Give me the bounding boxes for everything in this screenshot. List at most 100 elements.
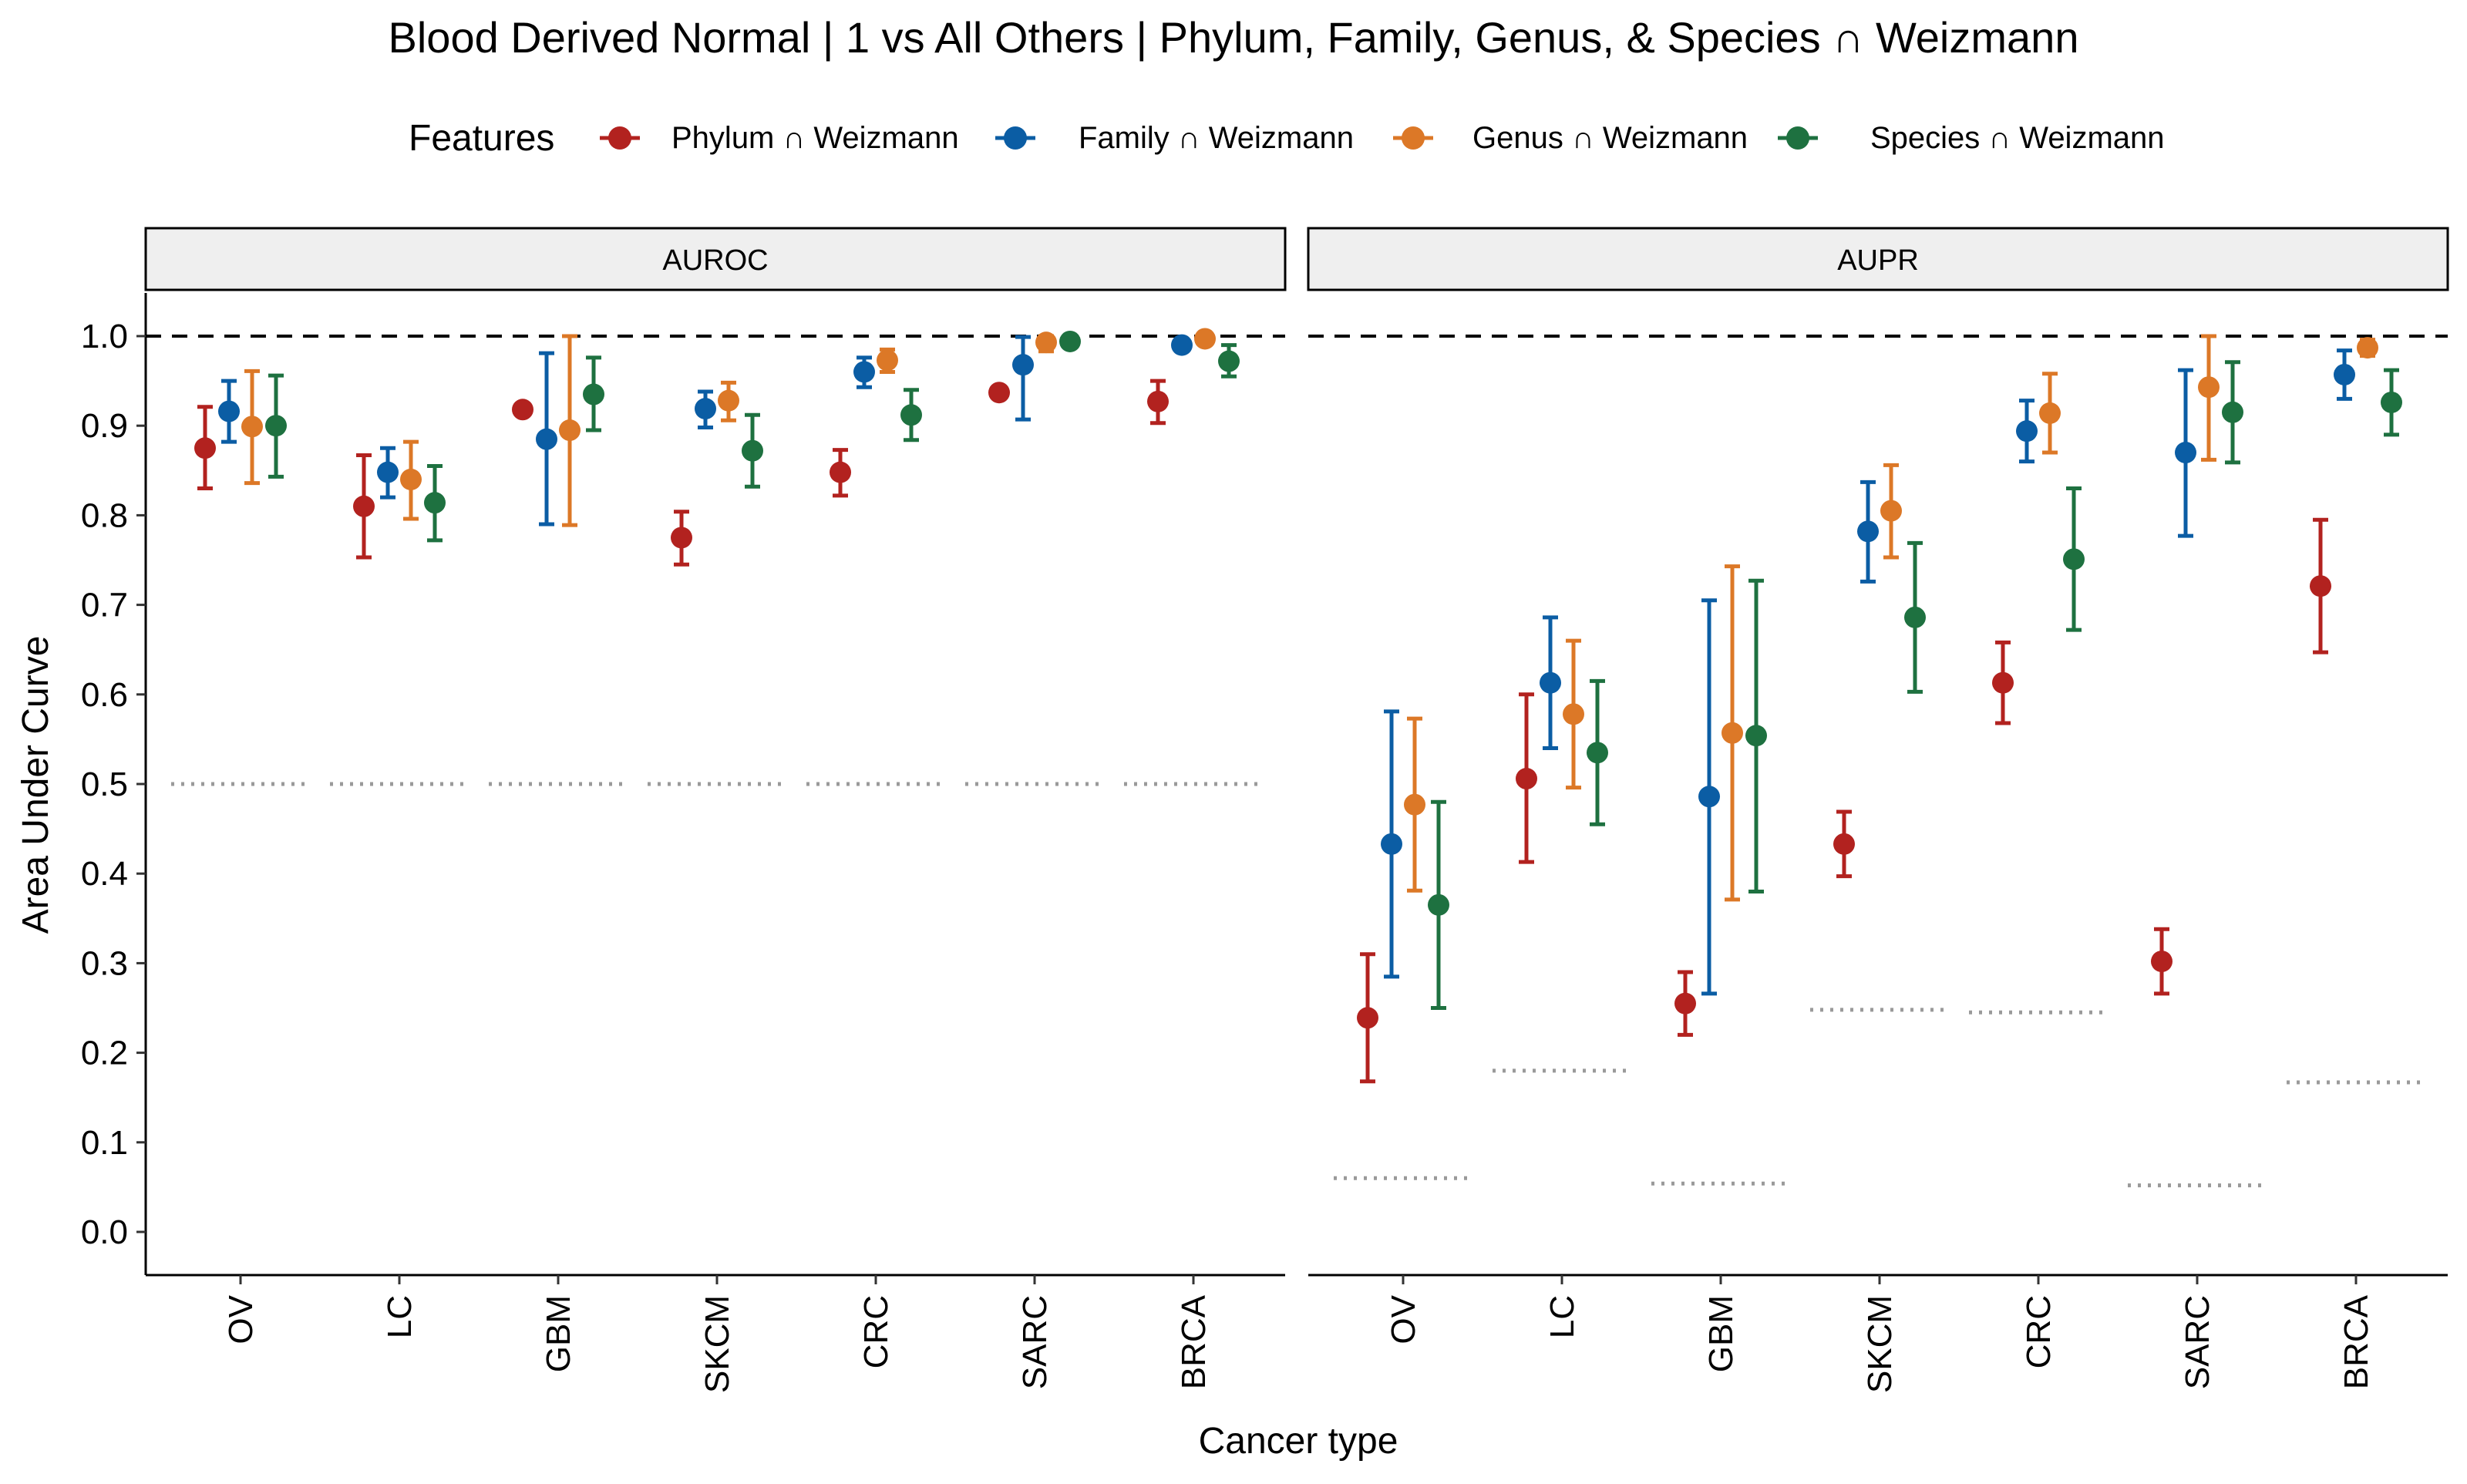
point-aupr-brca-phylum	[2310, 575, 2331, 597]
point-aupr-gbm-species	[1745, 725, 1767, 747]
point-auroc-ov-family	[218, 400, 240, 422]
point-aupr-crc-family	[2016, 420, 2038, 443]
legend-key-point-family	[1004, 126, 1027, 150]
legend-label-genus: Genus ∩ Weizmann	[1472, 121, 1748, 155]
point-auroc-ov-genus	[241, 416, 263, 438]
legend-item-species: Species ∩ Weizmann	[1778, 121, 2165, 155]
y-tick-label-0-1: 0.1	[81, 1124, 128, 1162]
point-aupr-gbm-genus	[1722, 722, 1743, 744]
point-auroc-brca-phylum	[1147, 390, 1169, 412]
point-auroc-gbm-family	[536, 428, 557, 450]
point-aupr-crc-phylum	[1992, 671, 2014, 694]
point-auroc-lc-species	[424, 492, 446, 514]
point-auroc-sarc-family	[1012, 354, 1034, 376]
x-tick-label-auroc-crc: CRC	[857, 1295, 895, 1368]
point-aupr-crc-genus	[2039, 402, 2061, 424]
strip-aupr	[1307, 227, 2449, 291]
point-aupr-sarc-genus	[2198, 376, 2220, 399]
point-auroc-gbm-species	[583, 383, 604, 405]
point-aupr-gbm-phylum	[1674, 992, 1696, 1015]
point-auroc-crc-genus	[877, 349, 898, 372]
y-tick-label-0-5: 0.5	[81, 766, 128, 803]
y-tick-label-0-2: 0.2	[81, 1035, 128, 1072]
point-aupr-sarc-species	[2222, 401, 2243, 423]
x-tick-label-auroc-lc: LC	[381, 1295, 419, 1338]
point-aupr-ov-phylum	[1357, 1007, 1378, 1029]
point-auroc-sarc-genus	[1035, 331, 1057, 354]
point-auroc-gbm-genus	[559, 419, 581, 442]
point-aupr-lc-genus	[1563, 703, 1584, 725]
point-auroc-skcm-genus	[718, 389, 739, 412]
y-tick-label-0-3: 0.3	[81, 944, 128, 982]
y-tick-label-0-0: 0.0	[81, 1213, 128, 1251]
point-aupr-skcm-species	[1904, 606, 1926, 628]
y-tick-label-0-4: 0.4	[81, 855, 128, 893]
point-auroc-brca-family	[1171, 334, 1193, 356]
point-auroc-sarc-phylum	[988, 382, 1010, 404]
point-aupr-lc-phylum	[1516, 768, 1537, 790]
legend-title: Features	[409, 118, 554, 159]
legend-label-species: Species ∩ Weizmann	[1870, 121, 2165, 155]
point-auroc-lc-phylum	[353, 495, 375, 517]
point-auroc-crc-phylum	[830, 461, 851, 483]
y-tick-label-0-6: 0.6	[81, 676, 128, 714]
point-auroc-skcm-species	[742, 439, 763, 462]
point-aupr-ov-genus	[1404, 793, 1425, 816]
y-tick-label-0-7: 0.7	[81, 587, 128, 624]
y-axis-title: Area Under Curve	[15, 636, 56, 934]
point-auroc-lc-family	[377, 461, 399, 483]
point-aupr-lc-species	[1587, 742, 1608, 764]
y-tick-label-0-9: 0.9	[81, 407, 128, 445]
point-auroc-skcm-phylum	[671, 527, 692, 549]
point-auroc-skcm-family	[695, 398, 716, 420]
legend-label-phylum: Phylum ∩ Weizmann	[671, 121, 959, 155]
point-auroc-ov-species	[265, 415, 287, 437]
point-auroc-lc-genus	[400, 468, 422, 490]
x-tick-label-aupr-sarc: SARC	[2179, 1295, 2216, 1389]
x-tick-label-auroc-skcm: SKCM	[698, 1295, 736, 1393]
point-aupr-crc-species	[2063, 548, 2085, 570]
point-aupr-brca-genus	[2357, 337, 2378, 359]
x-tick-label-auroc-gbm: GBM	[540, 1295, 577, 1372]
point-aupr-brca-family	[2334, 363, 2355, 385]
x-tick-label-auroc-sarc: SARC	[1016, 1295, 1054, 1389]
point-auroc-crc-species	[900, 404, 922, 426]
legend-key-point-phylum	[608, 126, 631, 150]
chart-title: Blood Derived Normal | 1 vs All Others |…	[389, 13, 2079, 62]
point-auroc-brca-species	[1218, 350, 1240, 372]
strip-label-aupr: AUPR	[1837, 244, 1919, 277]
strip-auroc	[144, 227, 1287, 291]
x-tick-label-aupr-ov: OV	[1385, 1294, 1422, 1344]
x-tick-label-auroc-ov: OV	[222, 1294, 260, 1344]
point-auroc-brca-genus	[1194, 328, 1216, 350]
x-tick-label-auroc-brca: BRCA	[1175, 1294, 1213, 1389]
point-aupr-sarc-phylum	[2151, 951, 2173, 973]
panel-auroc	[146, 328, 1285, 786]
point-aupr-skcm-genus	[1880, 500, 1902, 522]
point-aupr-brca-species	[2381, 391, 2402, 413]
point-aupr-lc-family	[1540, 671, 1561, 694]
x-tick-label-aupr-crc: CRC	[2020, 1295, 2058, 1368]
x-tick-label-aupr-brca: BRCA	[2337, 1294, 2375, 1389]
legend: Features Phylum ∩ Weizmann Family ∩ Weiz…	[409, 118, 2165, 159]
point-aupr-skcm-phylum	[1833, 833, 1855, 855]
x-tick-label-aupr-lc: LC	[1543, 1295, 1581, 1338]
y-tick-label-1-0: 1.0	[81, 318, 128, 355]
legend-item-family: Family ∩ Weizmann	[995, 121, 1354, 155]
y-tick-label-0-8: 0.8	[81, 496, 128, 534]
plot-area	[146, 328, 2448, 1188]
legend-key-point-genus	[1402, 126, 1425, 150]
point-auroc-ov-phylum	[194, 437, 216, 459]
axes: 0.0 0.1 0.2 0.3 0.4 0.5 0.6 0.7 0.8 0.9 1.0 OV LC GBM…	[81, 293, 2448, 1393]
point-auroc-sarc-species	[1059, 330, 1081, 352]
legend-item-genus: Genus ∩ Weizmann	[1393, 121, 1748, 155]
point-aupr-ov-family	[1381, 833, 1402, 855]
point-aupr-ov-species	[1428, 893, 1449, 916]
legend-key-point-species	[1786, 126, 1809, 150]
facet-strips: AUROC AUPR	[144, 227, 2449, 291]
x-tick-label-aupr-skcm: SKCM	[1861, 1295, 1899, 1393]
point-auroc-crc-family	[853, 361, 875, 383]
panel-aupr	[1308, 334, 2448, 1188]
